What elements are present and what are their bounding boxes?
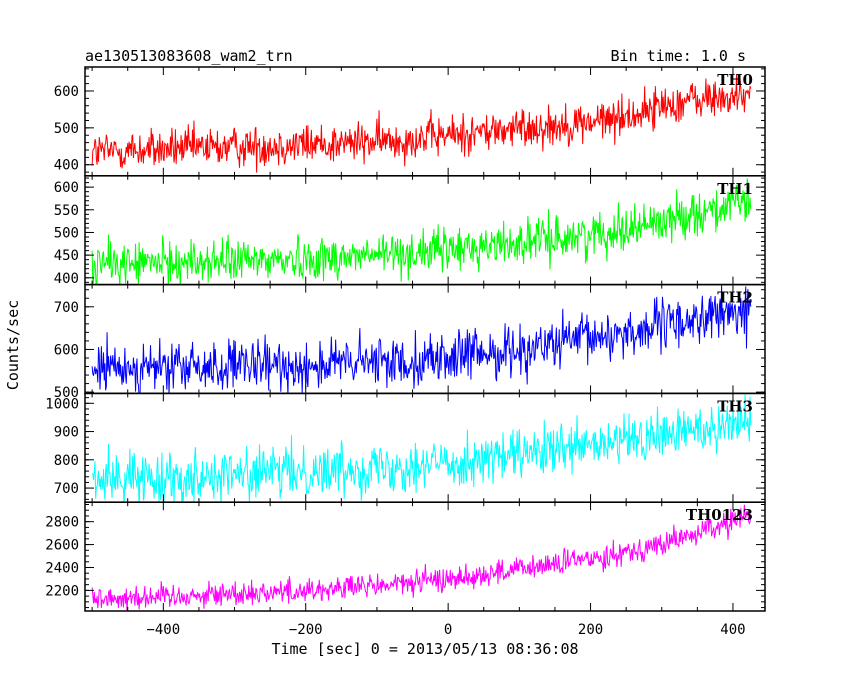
panel-label-th0123: TH0123 bbox=[686, 506, 753, 524]
panel-frame bbox=[84, 501, 766, 612]
y-tick-label: 500 bbox=[54, 385, 79, 401]
y-tick-label: 400 bbox=[54, 158, 79, 174]
y-tick-label: 2400 bbox=[45, 560, 79, 576]
y-tick-label: 550 bbox=[54, 203, 79, 219]
x-tick-label: 0 bbox=[444, 622, 452, 638]
y-tick-label: 2600 bbox=[45, 538, 79, 554]
x-axis-tick-labels: −400 −200 0 200 400 bbox=[146, 622, 745, 638]
series-line-th0123 bbox=[91, 504, 752, 612]
y-tick-label: 500 bbox=[54, 225, 79, 241]
y-axis-label: Counts/sec bbox=[4, 300, 22, 390]
y-tick-label: 450 bbox=[54, 248, 79, 264]
y-tick-label: 500 bbox=[54, 121, 79, 137]
y-tick-label: 700 bbox=[54, 300, 79, 316]
y-tick-label: 1000 bbox=[45, 396, 79, 412]
y-tick-label: 600 bbox=[54, 180, 79, 196]
y-tick-label: 2800 bbox=[45, 515, 79, 531]
y-tick-label: 600 bbox=[54, 342, 79, 358]
panel-label-th0: TH0 bbox=[717, 71, 753, 89]
panels-group: 400 500 600 TH0 400 450 500 550 600 TH1 500 600 700 T… bbox=[45, 66, 766, 612]
x-tick-label: 400 bbox=[720, 622, 745, 638]
panel-label-th2: TH2 bbox=[717, 289, 753, 307]
panel-th0123: 2200 2400 2600 2800 TH0123 bbox=[45, 501, 766, 612]
series-line-th2 bbox=[91, 285, 752, 394]
y-tick-label: 900 bbox=[54, 425, 79, 441]
series-line-th3 bbox=[92, 393, 752, 503]
series-line-th0 bbox=[91, 74, 752, 173]
series-line-th1 bbox=[91, 178, 752, 285]
x-tick-label: −400 bbox=[146, 622, 180, 638]
y-tick-label: 600 bbox=[54, 84, 79, 100]
x-tick-label: 200 bbox=[578, 622, 603, 638]
y-tick-label: 2200 bbox=[45, 583, 79, 599]
y-tick-label: 800 bbox=[54, 453, 79, 469]
chart-title: ae130513083608_wam2_trn bbox=[85, 47, 293, 65]
y-tick-label: 700 bbox=[54, 481, 79, 497]
panel-label-th3: TH3 bbox=[717, 397, 753, 415]
panel-th0: 400 500 600 TH0 bbox=[54, 66, 766, 177]
x-axis-label: Time [sec] 0 = 2013/05/13 08:36:08 bbox=[271, 640, 578, 658]
y-tick-label: 400 bbox=[54, 271, 79, 287]
bin-time-label: Bin time: 1.0 s bbox=[611, 47, 746, 65]
panel-label-th1: TH1 bbox=[717, 180, 753, 198]
panel-th2: 500 600 700 TH2 bbox=[54, 283, 766, 401]
panel-th1: 400 450 500 550 600 TH1 bbox=[54, 175, 766, 287]
panel-th3: 700 800 900 1000 TH3 bbox=[45, 392, 766, 503]
panel-frame bbox=[84, 66, 766, 177]
x-tick-label: −200 bbox=[289, 622, 323, 638]
